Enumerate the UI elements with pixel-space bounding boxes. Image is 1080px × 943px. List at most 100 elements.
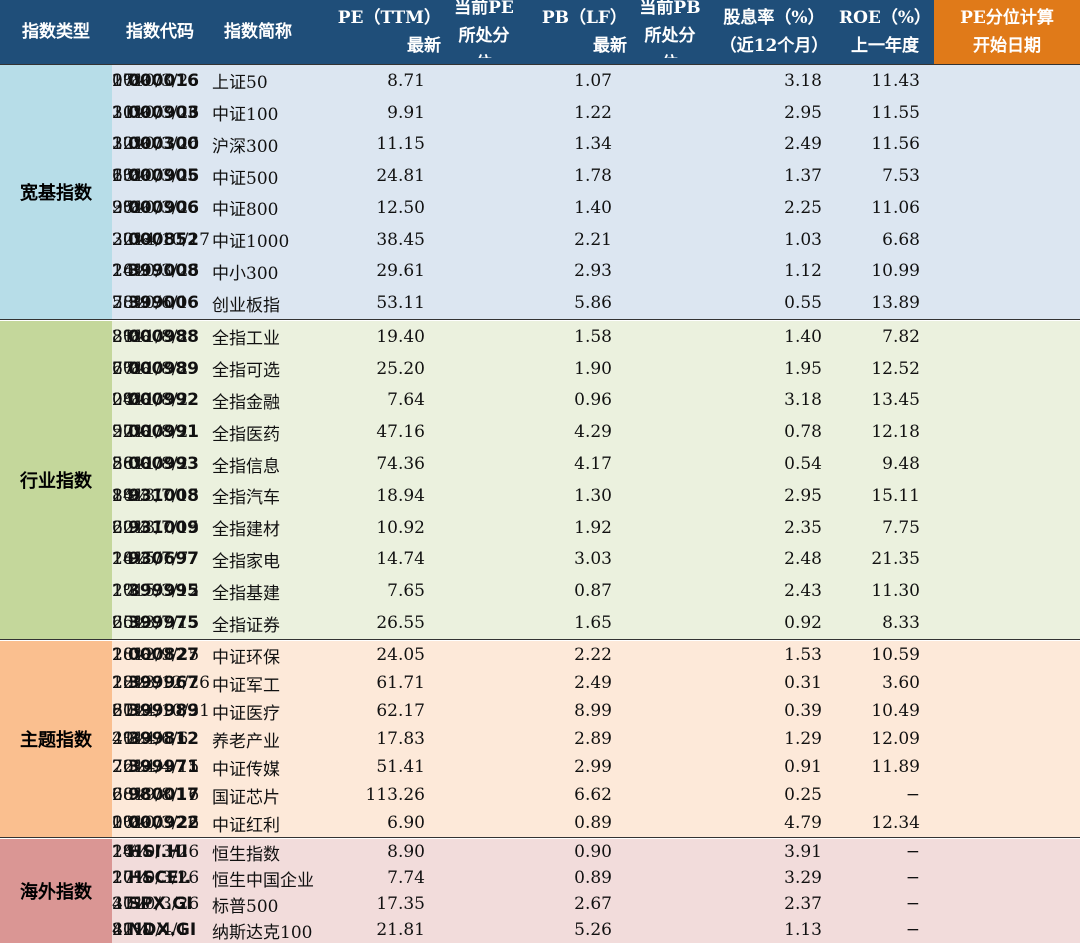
start-date: 2013/12/26 [112,673,210,693]
pe-value: 18.94 [376,485,425,506]
start-date: 2010/3/26 [112,813,200,833]
pb-value: 3.03 [574,549,612,570]
group-rows: HSI.HI 恒生指数 8.90 14% 0.90 1% 3.91−2010/3/26 HSC… [112,839,1080,943]
start-date: 2012/9/25 [112,645,200,665]
dividend-yield: 2.43 [784,581,822,602]
start-date: 2015/3/12 [112,581,200,602]
table-row: 000991 全指医药 47.16 92% 4.29 57% 0.78 12.18 2011/8… [112,416,1080,448]
pb-percentile: 41% [112,729,150,749]
pb-percentile: 14% [112,261,150,282]
index-name: 标普500 [212,896,279,917]
pe-percentile: 32% [112,134,150,155]
index-name: 中证医疗 [212,703,280,724]
index-code: 000905 [128,166,199,187]
header-pb: PB（LF） 最新 [541,8,627,56]
pe-percentile: 1% [112,581,139,602]
pe-percentile: 14% [112,842,150,862]
index-code: 000991 [128,422,199,443]
table-row: NDX.GI 纳斯达克100 21.81 42% 5.26 81% 1.13 − 2011/4/… [112,917,1080,943]
pe-percentile: 67% [112,358,150,379]
index-name: 中证环保 [212,647,280,668]
pe-value: 7.64 [387,390,425,411]
roe-value: 11.43 [871,70,920,91]
index-name: 中证1000 [212,232,290,253]
dividend-yield: 1.29 [784,729,822,749]
dividend-yield: 0.55 [784,293,822,314]
pb-value: 1.40 [574,197,612,218]
table-row: 399971 中证传媒 51.41 76% 2.99 22% 0.91 11.89 2014/4… [112,753,1080,781]
dividend-yield: 1.95 [784,358,822,379]
pb-percentile: 18% [112,549,150,570]
pe-value: 9.91 [387,102,425,123]
pe-percentile: 30% [112,229,150,250]
pb-percentile: 57% [112,422,150,443]
roe-value: 11.30 [871,581,920,602]
dividend-yield: 1.13 [784,920,822,940]
pb-percentile: 12% [112,134,150,155]
pb-value: 1.30 [574,485,612,506]
table-row: 980017 国证芯片 113.26 68% 6.62 68% 0.25−2019/8/16 [112,781,1080,809]
pb-percentile: 47% [112,894,150,914]
roe-value: 11.89 [871,757,920,777]
table-row: 000300 沪深300 11.15 32% 1.34 12% 2.49 11.56 2010/… [112,129,1080,161]
pe-percentile: 42% [112,920,150,940]
header-pb-percentile: 当前PB所处分位 [639,0,701,58]
roe-value: 13.89 [871,293,920,314]
roe-value: 10.59 [871,645,920,665]
pb-percentile: 8% [112,326,139,347]
table-row: 000989 全指可选 25.20 67% 1.90 7% 1.95 12.52 2011/8/… [112,353,1080,385]
index-group: 海外指数 HSI.HI 恒生指数 8.90 14% 0.90 1% 3.91 − 2010/3/2… [0,839,1080,943]
pb-percentile: 9% [112,197,139,218]
pb-value: 5.26 [574,920,612,940]
pb-percentile: 73% [112,293,150,314]
table-row: HSI.HI 恒生指数 8.90 14% 0.90 1% 3.91 − 2010/3/26 [112,839,1080,865]
pe-value: 47.16 [376,422,425,443]
index-name: 全指信息 [212,456,280,477]
pe-percentile: 10% [112,813,150,833]
pe-percentile: 31% [112,326,150,347]
start-date: 2014/6/6 [112,729,189,749]
pb-value: 0.90 [574,842,612,862]
dividend-yield: 0.31 [784,673,822,693]
pb-percentile: 0% [112,390,139,411]
start-date: 2015/7/7 [112,549,189,570]
table-row: 000903 中证100 9.91 30% 1.22 11% 2.95 11.55 2010/3… [112,97,1080,129]
table-row: HSCEI. 恒生中国企业 7.74 27% 0.89 10% 3.29 − 2010/3/26 [112,865,1080,891]
dividend-yield: 2.49 [784,134,822,155]
index-code: 000988 [128,326,199,347]
index-code: 399008 [128,261,199,282]
table-row: 399812 养老产业 17.83 2% 2.89 41% 1.29 12.09 2014/6/… [112,725,1080,753]
pb-value: 2.21 [574,229,612,250]
table-row: 000827 中证环保 24.05 18% 2.22 20% 1.53 10.59 2012/9… [112,641,1080,669]
start-date: 2011/8/2 [112,390,189,411]
table-row: 000905 中证500 24.81 13% 1.78 6% 1.37 7.53 2010/3/… [112,160,1080,192]
header-type: 指数类型 [22,22,90,42]
header-pe-start-date: PE分位计算 开始日期 [934,0,1080,64]
roe-value: 3.60 [882,673,920,693]
roe-value: − [905,842,920,862]
header-name: 指数简称 [224,22,292,42]
pe-percentile: 18% [112,645,150,665]
pe-percentile: 58% [112,293,150,314]
pe-value: 74.36 [376,454,425,475]
index-name: 纳斯达克100 [212,922,313,943]
table-row: 399989 中证医疗 62.17 61% 8.99 87% 0.39 10.49 2014/1… [112,697,1080,725]
pe-value: 8.90 [387,842,425,862]
start-date: 2014/10/17 [112,229,210,250]
start-date: 2010/3/26 [112,842,200,862]
pe-percentile: 20% [112,517,150,538]
index-code: 930697 [128,549,199,570]
index-name: 中证传媒 [212,759,280,780]
pe-percentile: 2% [112,729,139,749]
group-divider [0,319,1080,320]
pe-value: 26.55 [376,613,425,634]
group-rows: 000016 上证50 8.71 17% 1.07 0% 3.18 11.43 2010/3/2… [112,65,1080,319]
index-name: 全指工业 [212,329,280,350]
pe-percentile: 84% [112,485,150,506]
pb-value: 4.29 [574,422,612,443]
pb-value: 2.22 [574,645,612,665]
pb-percentile: 1% [112,485,139,506]
start-date: 2014/4/15 [112,757,200,777]
pb-percentile: 58% [112,454,150,475]
index-code: 000300 [128,134,199,155]
